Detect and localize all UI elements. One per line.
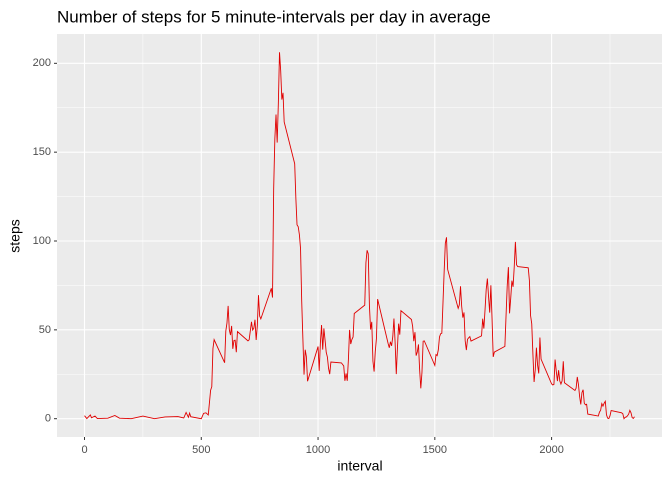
y-tick-label: 100	[33, 235, 51, 247]
plot-panel	[57, 34, 662, 437]
x-tick-label: 1000	[306, 444, 330, 456]
y-tick-label: 50	[39, 324, 51, 336]
x-tick-label: 0	[81, 444, 87, 456]
data-line	[84, 52, 635, 420]
y-tick-label: 200	[33, 57, 51, 69]
x-tick-label: 1500	[423, 444, 447, 456]
x-axis-label: interval	[337, 458, 382, 474]
y-axis-label: steps	[7, 219, 23, 252]
y-tick-label: 150	[33, 146, 51, 158]
y-tick-label: 0	[45, 413, 51, 425]
x-tick-label: 500	[192, 444, 210, 456]
x-tick-label: 2000	[539, 444, 563, 456]
chart-title: Number of steps for 5 minute-intervals p…	[57, 7, 491, 26]
